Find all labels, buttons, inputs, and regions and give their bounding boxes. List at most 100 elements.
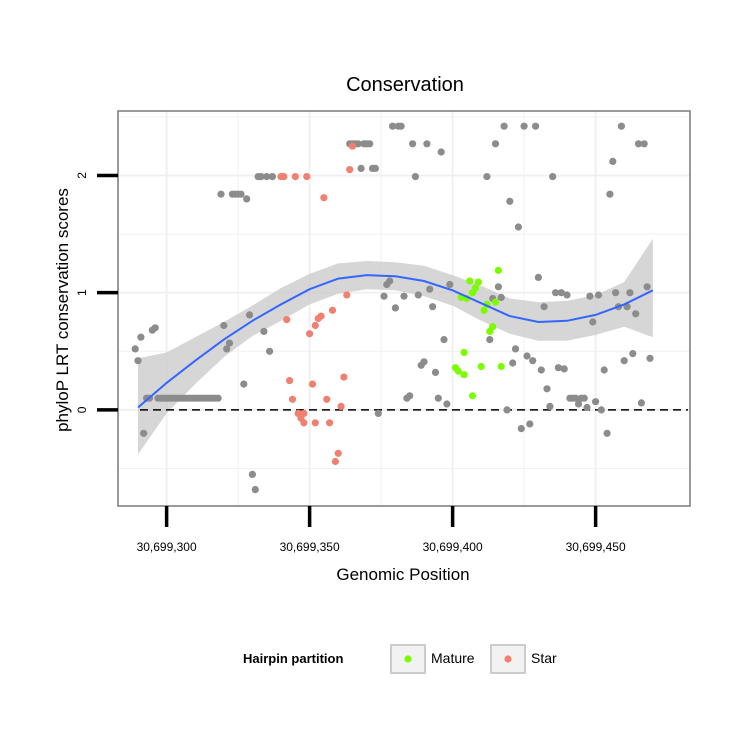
smooth-line [137,274,654,409]
data-point-other [380,292,388,300]
data-point-other [131,345,139,353]
data-point-other [589,318,597,326]
data-point-other [426,285,434,293]
x-tick-label: 30,699,450 [566,540,626,554]
data-point-star [317,312,325,320]
data-point-other [640,140,648,148]
legend-label-star: Star [531,650,557,666]
data-point-mature [469,392,477,400]
data-point-mature [491,298,500,306]
data-point-other [634,140,643,148]
data-point-star [303,173,311,181]
data-point-star [311,321,319,330]
data-point-other [371,164,379,172]
data-point-other [486,336,494,344]
data-point-star [308,380,317,388]
data-point-other [440,336,448,344]
data-point-mature [494,266,502,274]
data-point-other [397,122,405,130]
data-point-other [509,359,517,367]
data-point-star [334,449,342,457]
data-point-star [343,291,351,299]
data-point-mature [497,362,505,371]
data-point-other [609,157,617,165]
data-point-other [437,148,445,156]
data-point-other [494,283,502,291]
data-point-other [617,122,626,130]
data-point-other [629,350,637,358]
data-point-other [632,310,640,318]
data-point-star [320,194,328,202]
data-point-other [594,291,603,299]
data-point-other [600,366,608,374]
data-point-other [514,223,523,231]
data-point-other [580,394,588,402]
data-point-other [563,291,571,299]
data-point-other [560,365,568,373]
data-point-mature [469,289,477,297]
data-point-star [280,173,288,181]
data-point-star [300,419,308,427]
data-point-other [446,280,454,289]
data-point-other [574,400,583,408]
data-point-star [286,377,294,385]
data-point-other [414,291,422,299]
data-point-other [374,409,382,417]
x-axis: 30,699,300 30,699,350 30,699,400 30,699,450 [137,506,626,554]
x-tick-label: 30,699,350 [280,540,340,554]
data-point-other [248,470,256,478]
data-point-other [251,486,259,494]
data-point-other [223,345,231,353]
data-point-other [151,324,159,332]
data-point-other [386,277,394,285]
data-point-star [340,373,348,381]
legend-key-mature [390,644,426,674]
data-point-other [409,140,417,148]
legend-mature-dot [404,655,412,663]
data-point-other [411,173,419,181]
data-point-other [520,122,528,130]
data-point-other [637,399,646,407]
data-point-other [134,357,142,365]
data-point-star [288,395,297,403]
data-point-other [357,164,365,172]
y-tick-label: 0 [75,406,89,413]
data-point-other [592,398,600,406]
data-point-other [366,140,374,148]
data-point-other [263,173,271,181]
data-point-other [572,394,580,402]
data-point-other [246,311,254,319]
data-point-other [443,400,451,408]
data-point-other [511,345,520,353]
data-point-star [323,395,331,403]
data-point-other [257,173,265,181]
data-point-other [537,366,545,374]
data-point-other [546,402,554,410]
data-point-other [137,333,145,341]
data-point-other [217,190,225,198]
data-point-star [326,419,334,427]
data-point-other [140,429,148,437]
data-point-mature [489,323,497,331]
data-point-star [348,142,357,150]
data-point-other [434,394,442,402]
data-point-other [260,327,268,335]
y-axis: 0 1 2 [75,172,118,413]
data-point-other [620,357,628,365]
data-point-other [552,289,560,297]
data-point-mature [480,306,488,314]
data-point-star [346,166,354,174]
y-axis-label: phyloP LRT conservation scores [53,188,72,432]
data-point-mature [474,278,482,286]
data-point-other [497,293,505,301]
legend: Hairpin partition Mature Star [243,644,557,674]
x-tick-label: 30,699,300 [137,540,197,554]
legend-key-star [490,644,526,674]
x-tick-label: 30,699,400 [423,540,483,554]
data-point-other [612,289,620,297]
data-point-other [554,364,563,372]
data-point-other [583,403,591,412]
data-point-other [597,406,605,414]
data-point-mature [466,277,474,285]
